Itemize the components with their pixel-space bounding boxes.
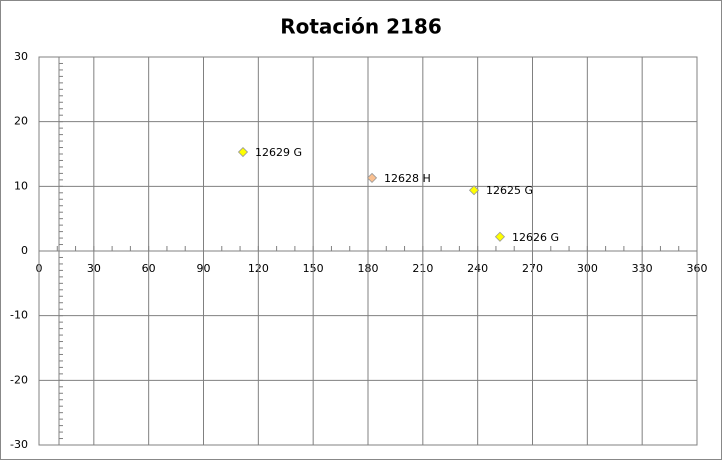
y-tick-label: 0 xyxy=(21,244,28,257)
y-tick-label: 20 xyxy=(14,115,28,128)
y-tick-label: -20 xyxy=(10,373,28,386)
point-label: 12626 G xyxy=(512,231,559,244)
point xyxy=(468,185,480,196)
y-tick-label: -10 xyxy=(10,309,28,322)
point xyxy=(494,231,506,242)
y-tick-label: 30 xyxy=(14,50,28,63)
y-tick-label: -30 xyxy=(10,438,28,451)
chart-title: Rotación 2186 xyxy=(280,15,442,39)
point-label: 12625 G xyxy=(486,184,533,197)
point-label: 12628 H xyxy=(384,172,431,185)
point-label: 12629 G xyxy=(255,146,302,159)
point xyxy=(237,146,249,158)
point xyxy=(366,172,378,183)
y-tick-label: 10 xyxy=(14,179,28,192)
